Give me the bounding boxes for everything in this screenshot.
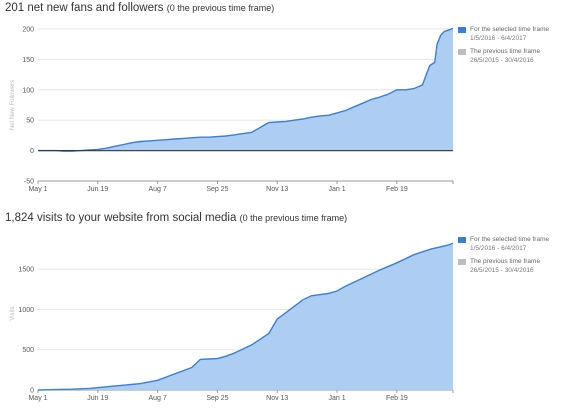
chart-title-text: 201 net new fans and followers: [5, 2, 164, 14]
chart-title: 1,824 visits to your website from social…: [5, 212, 347, 224]
y-tick-label: 0: [30, 148, 34, 155]
legend-label: For the selected time frame: [470, 26, 550, 33]
y-tick-label: 1000: [18, 307, 34, 314]
x-tick-label: Sep 25: [206, 186, 228, 193]
legend-range: 26/5/2015 - 30/4/2016: [470, 56, 534, 64]
x-tick-label: Nov 13: [266, 186, 288, 193]
x-tick-label: Jun 19: [87, 186, 108, 193]
series-line: [37, 242, 454, 391]
legend-item-previous[interactable]: The previous time frame 26/5/2015 - 30/4…: [458, 258, 570, 274]
visits-chart-panel: 1,824 visits to your website from social…: [0, 210, 573, 416]
y-tick-label: 200: [22, 27, 34, 34]
followers-chart-panel: 201 net new fans and followers (0 the pr…: [0, 0, 573, 205]
y-tick-label: 0: [30, 388, 34, 395]
legend: For the selected time frame 1/5/2016 - 6…: [458, 236, 570, 280]
x-tick-label: Jan 1: [328, 186, 345, 193]
legend-range: 1/5/2016 - 6/4/2017: [470, 34, 527, 42]
x-tick-label: Jun 19: [87, 395, 108, 402]
y-axis-label: Net New Followers: [10, 80, 16, 130]
chart-title: 201 net new fans and followers (0 the pr…: [5, 2, 274, 14]
legend-swatch-previous: [458, 259, 466, 265]
y-tick-label: 150: [22, 57, 34, 64]
y-tick-label: 100: [22, 87, 34, 94]
y-tick-label: 1500: [18, 267, 34, 274]
y-axis-label: Visits: [10, 306, 16, 320]
legend-swatch-current: [458, 237, 466, 243]
y-tick-label: 50: [26, 118, 34, 125]
chart-title-text: 1,824 visits to your website from social…: [5, 212, 237, 224]
series-area: [38, 243, 453, 390]
legend-item-previous[interactable]: The previous time frame 26/5/2015 - 30/4…: [458, 48, 570, 64]
x-tick-label: Jan 1: [328, 395, 345, 402]
legend-swatch-previous: [458, 49, 466, 55]
x-tick-label: May 1: [28, 186, 47, 193]
y-tick-label: 500: [22, 347, 34, 354]
series-area: [38, 28, 453, 152]
legend-item-current[interactable]: For the selected time frame 1/5/2016 - 6…: [458, 236, 570, 252]
legend-item-current[interactable]: For the selected time frame 1/5/2016 - 6…: [458, 26, 570, 42]
x-tick-label: Sep 25: [206, 395, 228, 402]
legend-swatch-current: [458, 27, 466, 33]
legend-range: 26/5/2015 - 30/4/2016: [470, 266, 534, 274]
legend: For the selected time frame 1/5/2016 - 6…: [458, 26, 570, 70]
x-tick-label: Aug 7: [148, 395, 166, 402]
x-tick-label: Nov 13: [266, 395, 288, 402]
legend-range: 1/5/2016 - 6/4/2017: [470, 244, 527, 252]
followers-area-chart: -50 0 50 100 150 200 Net New Followers May 1 Jun…: [10, 27, 454, 193]
y-tick-label: -50: [24, 179, 34, 186]
x-tick-label: Feb 19: [386, 395, 408, 402]
series-line: [38, 27, 454, 152]
x-tick-label: May 1: [28, 395, 47, 402]
x-tick-label: Feb 19: [386, 186, 408, 193]
x-tick-label: Aug 7: [148, 186, 166, 193]
legend-label: For the selected time frame: [470, 236, 550, 243]
visits-area-chart: 0 500 1000 1500 Visits May 1 Jun 19 Aug 7 Sep 25…: [10, 242, 454, 402]
legend-label: The previous time frame: [470, 258, 541, 265]
legend-label: The previous time frame: [470, 48, 541, 55]
chart-subtitle: (0 the previous time frame): [166, 3, 275, 13]
chart-subtitle: (0 the previous time frame): [239, 213, 348, 223]
